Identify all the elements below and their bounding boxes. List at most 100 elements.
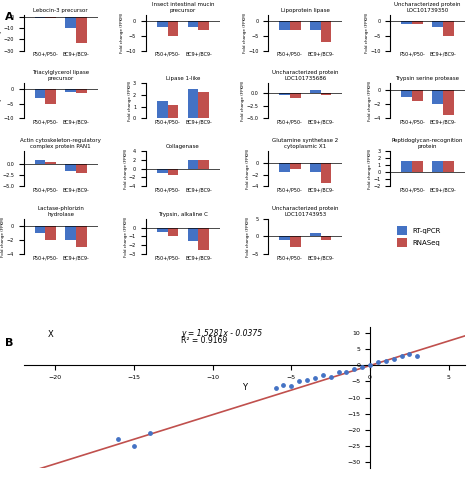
Bar xyxy=(279,237,290,240)
Title: Insect intestinal mucin
precursor: Insect intestinal mucin precursor xyxy=(152,2,214,13)
Title: Trypsin serine protease: Trypsin serine protease xyxy=(395,76,459,81)
Bar xyxy=(199,228,209,250)
Y-axis label: Fold change (FPKM): Fold change (FPKM) xyxy=(1,216,5,257)
Bar xyxy=(157,228,167,232)
Bar xyxy=(76,164,87,173)
Bar xyxy=(432,161,443,172)
Y-axis label: Fold change (FPKM): Fold change (FPKM) xyxy=(246,216,250,257)
Text: y = 1.5281x - 0.0375: y = 1.5281x - 0.0375 xyxy=(181,329,262,338)
Title: Trypsin, alkaline C: Trypsin, alkaline C xyxy=(158,212,208,217)
Title: Uncharacterized protein
LOC101743953: Uncharacterized protein LOC101743953 xyxy=(272,206,338,217)
Y-axis label: Fold change (FPKM): Fold change (FPKM) xyxy=(0,148,1,189)
Point xyxy=(350,365,358,373)
Bar xyxy=(199,160,209,169)
Bar xyxy=(310,90,321,93)
Title: Lactase-phlorizin
hydrolase: Lactase-phlorizin hydrolase xyxy=(37,206,84,217)
Point xyxy=(382,356,390,364)
Bar xyxy=(188,21,199,27)
Title: Actin cytoskeleton-regulatory
complex protein PAN1: Actin cytoskeleton-regulatory complex pr… xyxy=(20,138,101,149)
Title: Uncharacterized protein
LOC101739350: Uncharacterized protein LOC101739350 xyxy=(394,2,461,13)
Y-axis label: Fold change (FPKM): Fold change (FPKM) xyxy=(0,80,2,121)
Bar xyxy=(401,90,412,97)
Bar xyxy=(157,101,167,118)
Bar xyxy=(157,169,167,173)
Bar xyxy=(65,226,76,240)
Bar xyxy=(412,21,423,24)
Y-axis label: Fold change (FPKM): Fold change (FPKM) xyxy=(128,80,132,121)
Bar xyxy=(188,228,199,241)
Bar xyxy=(432,90,443,104)
X-axis label: Y: Y xyxy=(242,383,246,392)
Y-axis label: Fold change (FPKM): Fold change (FPKM) xyxy=(368,80,372,121)
Point xyxy=(280,381,287,388)
Y-axis label: Fold change (FPKM): Fold change (FPKM) xyxy=(243,12,246,53)
Point xyxy=(327,373,335,381)
Title: Triacylglycerol lipase
precursor: Triacylglycerol lipase precursor xyxy=(32,70,89,81)
Bar xyxy=(290,93,301,98)
Bar xyxy=(412,90,423,101)
Bar xyxy=(401,161,412,172)
Bar xyxy=(46,89,56,104)
Legend: RT-qPCR, RNASeq: RT-qPCR, RNASeq xyxy=(394,223,444,249)
Point xyxy=(406,350,413,358)
Y-axis label: Fold change (FPKM): Fold change (FPKM) xyxy=(124,148,128,189)
Y-axis label: Fold change (FPKM): Fold change (FPKM) xyxy=(124,216,128,257)
Bar xyxy=(412,161,423,172)
Bar xyxy=(199,21,209,30)
Point xyxy=(366,361,374,369)
Point xyxy=(390,355,398,363)
Point xyxy=(413,352,421,360)
Point xyxy=(146,429,154,437)
Bar xyxy=(279,163,290,172)
Point xyxy=(288,383,295,390)
Bar xyxy=(167,228,178,237)
Y-axis label: Fold change (FPKM): Fold change (FPKM) xyxy=(0,12,2,53)
Bar xyxy=(76,226,87,247)
Bar xyxy=(310,233,321,237)
Bar xyxy=(76,17,87,43)
Bar xyxy=(279,93,290,96)
Bar xyxy=(290,237,301,247)
Bar xyxy=(46,162,56,164)
Bar xyxy=(199,92,209,118)
Title: Peptidoglycan-recognition
protein: Peptidoglycan-recognition protein xyxy=(392,138,463,149)
Point xyxy=(374,358,382,366)
Bar xyxy=(290,21,301,30)
Y-axis label: Fold change (FPKM): Fold change (FPKM) xyxy=(365,12,369,53)
Bar xyxy=(310,163,321,172)
Text: A: A xyxy=(5,12,13,22)
Bar xyxy=(310,21,321,30)
Y-axis label: Fold change (FPKM): Fold change (FPKM) xyxy=(120,12,125,53)
Bar xyxy=(401,21,412,24)
Title: Collagenase: Collagenase xyxy=(166,144,200,149)
Title: Lipoprotein lipase: Lipoprotein lipase xyxy=(281,8,330,13)
Bar xyxy=(279,21,290,30)
Point xyxy=(311,374,319,382)
Title: Uncharacterized protein
LOC101735686: Uncharacterized protein LOC101735686 xyxy=(272,70,338,81)
Point xyxy=(398,352,405,360)
Point xyxy=(343,368,350,376)
Bar xyxy=(167,21,178,35)
Bar xyxy=(35,89,46,98)
Bar xyxy=(46,226,56,240)
Point xyxy=(303,376,311,384)
Text: B: B xyxy=(5,338,13,348)
Point xyxy=(114,435,122,443)
Bar xyxy=(76,89,87,93)
Y-axis label: Fold change (FPKM): Fold change (FPKM) xyxy=(241,80,245,121)
Title: Lipase 1-like: Lipase 1-like xyxy=(166,76,200,81)
Y-axis label: Fold change (FPKM): Fold change (FPKM) xyxy=(246,148,250,189)
Title: Lebocin-3 precursor: Lebocin-3 precursor xyxy=(34,8,88,13)
Point xyxy=(335,368,342,376)
Bar xyxy=(321,93,331,96)
Bar xyxy=(188,89,199,118)
Bar xyxy=(432,21,443,27)
Bar xyxy=(321,163,331,183)
Bar xyxy=(46,17,56,18)
Bar xyxy=(290,163,301,169)
Text: R² = 0.9169: R² = 0.9169 xyxy=(181,336,228,345)
Point xyxy=(272,384,279,392)
Bar xyxy=(188,160,199,169)
Bar xyxy=(167,169,178,175)
Bar xyxy=(321,21,331,41)
